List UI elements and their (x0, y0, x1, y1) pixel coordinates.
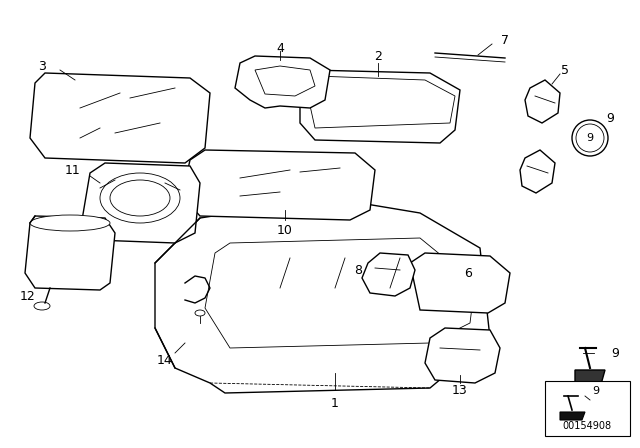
Polygon shape (425, 328, 500, 383)
Polygon shape (182, 150, 375, 220)
Ellipse shape (576, 124, 604, 152)
Polygon shape (560, 412, 585, 420)
Ellipse shape (34, 302, 50, 310)
Ellipse shape (110, 180, 170, 216)
Ellipse shape (195, 310, 205, 316)
Polygon shape (362, 253, 415, 296)
Polygon shape (25, 216, 115, 290)
Text: 7: 7 (501, 34, 509, 47)
Polygon shape (235, 56, 330, 108)
Polygon shape (410, 253, 510, 313)
Text: 10: 10 (277, 224, 293, 237)
Polygon shape (300, 70, 460, 143)
Text: 5: 5 (561, 64, 569, 77)
Polygon shape (30, 73, 210, 163)
Text: 2: 2 (374, 49, 382, 63)
Polygon shape (305, 76, 455, 128)
Text: 9: 9 (611, 346, 619, 359)
Text: 9: 9 (593, 386, 600, 396)
Ellipse shape (100, 173, 180, 223)
Text: 6: 6 (464, 267, 472, 280)
Polygon shape (205, 238, 475, 348)
Text: 14: 14 (157, 353, 173, 366)
Text: 3: 3 (38, 60, 46, 73)
Ellipse shape (30, 215, 110, 231)
Text: 11: 11 (65, 164, 81, 177)
Polygon shape (520, 150, 555, 193)
FancyBboxPatch shape (545, 381, 630, 436)
Polygon shape (575, 370, 605, 388)
Text: 8: 8 (354, 263, 362, 276)
Polygon shape (525, 80, 560, 123)
Ellipse shape (572, 120, 608, 156)
Text: 13: 13 (452, 383, 468, 396)
Polygon shape (82, 163, 200, 243)
Text: 9: 9 (606, 112, 614, 125)
Text: 1: 1 (331, 396, 339, 409)
Text: 12: 12 (20, 289, 36, 302)
Text: 00154908: 00154908 (563, 421, 612, 431)
Polygon shape (155, 198, 490, 393)
Polygon shape (255, 66, 315, 96)
Text: 4: 4 (276, 42, 284, 55)
Text: 9: 9 (586, 133, 593, 143)
